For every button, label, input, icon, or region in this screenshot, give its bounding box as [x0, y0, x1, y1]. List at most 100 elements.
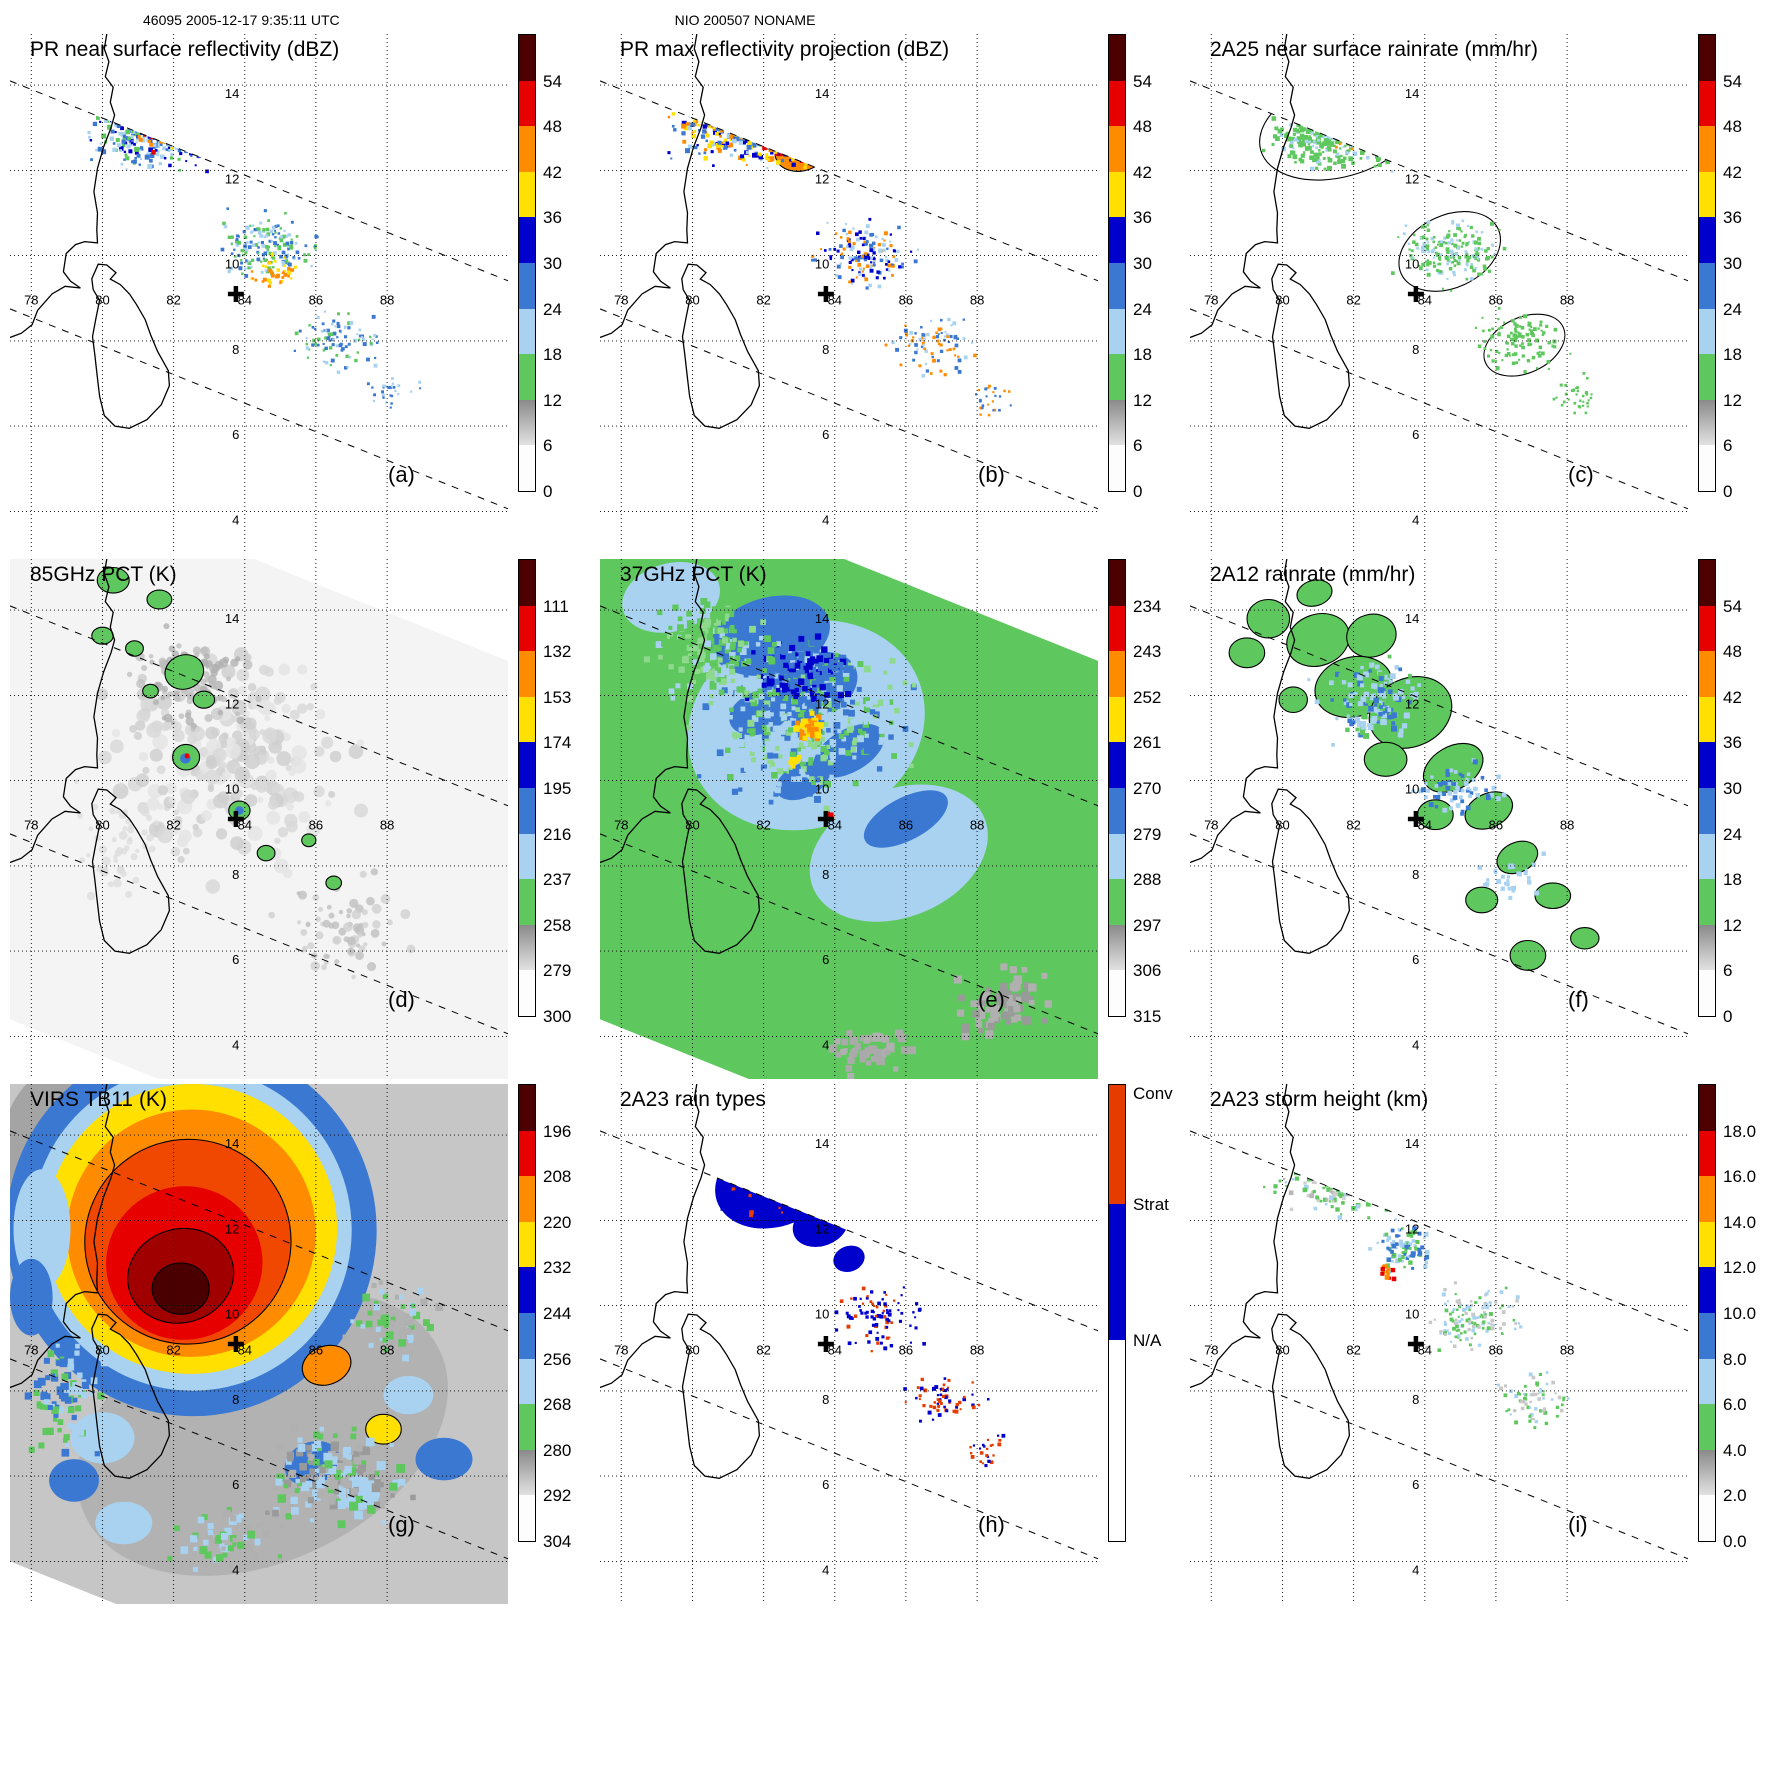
- svg-text:86: 86: [309, 818, 323, 833]
- speckle-layer: [788, 754, 802, 769]
- data-field-layer: [1228, 579, 1600, 971]
- speckle-layer: [1411, 758, 1507, 816]
- colorbar-segment: [1699, 262, 1715, 309]
- coastline-india: [1190, 559, 1296, 864]
- panel-letter-e: (e): [978, 987, 1005, 1012]
- data-field-layer: [10, 559, 508, 1079]
- colorbar-tick: 306: [1133, 961, 1162, 981]
- map-a: 78 80 82 84 86 88 14 12 10 8 6 4 PR near surface re…: [10, 34, 508, 554]
- colorbar-tick: 174: [543, 733, 572, 753]
- colorbar-tick: 2.0: [1723, 1486, 1747, 1506]
- colorbar-segment: [1109, 171, 1125, 218]
- colorbar-tick: 30: [1723, 254, 1742, 273]
- coastline-india: [1190, 1084, 1296, 1389]
- svg-text:8: 8: [822, 867, 829, 882]
- svg-text:84: 84: [828, 818, 842, 833]
- speckle-layer: [24, 1343, 109, 1457]
- panel-d: 78 80 82 84 86 88 14 12 10 8 6 4 85GHz PCT (K) (d) …: [2, 559, 592, 1084]
- colorbar-tick: Conv: [1133, 1084, 1173, 1103]
- speckle-layer: [738, 633, 855, 726]
- data-blob: [49, 1459, 99, 1502]
- colorbar-segment: [1699, 1449, 1715, 1496]
- swath-edge-line: [1190, 308, 1688, 510]
- colorbar-tick: 16.0: [1723, 1167, 1757, 1187]
- colorbar-tick: 261: [1133, 733, 1162, 753]
- speckle-layer: [834, 1286, 926, 1353]
- data-blob: [1363, 741, 1408, 777]
- svg-text:80: 80: [95, 818, 109, 833]
- svg-text:86: 86: [899, 293, 913, 308]
- colorbar-tick: 280: [543, 1440, 572, 1460]
- speckle-layer: [1263, 1137, 1413, 1222]
- colorbar-labels-c: 54 48 42 36 30 24 18 12 6 0: [1723, 34, 1771, 509]
- colorbar-tick: 48: [543, 117, 562, 137]
- data-field-layer: [600, 559, 1098, 1079]
- colorbar-segment: [519, 217, 535, 263]
- speckle-layer: [366, 377, 422, 409]
- colorbar-segment: [1109, 399, 1125, 446]
- svg-text:12: 12: [1405, 696, 1419, 711]
- svg-text:86: 86: [309, 293, 323, 308]
- colorbar-segment: [519, 1404, 535, 1450]
- colorbar-tick: 36: [1723, 733, 1742, 753]
- svg-text:84: 84: [1418, 293, 1432, 308]
- colorbar-tick: 18.0: [1723, 1121, 1757, 1141]
- colorbar-segment: [519, 1130, 535, 1177]
- colorbar-segment: [1699, 879, 1715, 925]
- colorbar-tick: 10.0: [1723, 1304, 1757, 1323]
- map-b: 78 80 82 84 86 88 14 12 10 8 6 4 PR max reflectivit…: [600, 34, 1098, 554]
- swath-edge-line: [10, 308, 508, 510]
- colorbar-segment: [1109, 217, 1125, 263]
- colorbar-segment: [519, 1221, 535, 1268]
- svg-text:82: 82: [756, 818, 770, 833]
- colorbar-segment: [1699, 605, 1715, 652]
- speckle-layer: [1368, 1226, 1430, 1274]
- svg-text:14: 14: [815, 86, 829, 101]
- speckle-layer: [1380, 1264, 1397, 1282]
- data-blob: [365, 1413, 402, 1445]
- panel-title-b: PR max reflectivity projection (dBZ): [620, 38, 950, 61]
- data-blob: [1534, 882, 1572, 910]
- data-blob: [146, 589, 173, 610]
- colorbar-tick: 12: [543, 390, 562, 410]
- colorbar-tick: 279: [543, 961, 572, 981]
- speckle-layer: [293, 310, 379, 374]
- coastline-srilanka: [681, 1313, 761, 1479]
- colorbar-tick: 42: [1133, 162, 1152, 182]
- coastline-srilanka: [91, 1313, 171, 1479]
- colorbar-tick: 243: [1133, 642, 1162, 662]
- svg-text:82: 82: [1346, 818, 1360, 833]
- colorbar-segment: [1699, 1176, 1715, 1222]
- swath-edge-line: [1190, 605, 1688, 807]
- colorbar-segment: [1699, 560, 1715, 606]
- data-blob: [809, 784, 988, 922]
- svg-text:8: 8: [1412, 342, 1419, 357]
- swath-edge-line: [600, 605, 1098, 807]
- swath-edge-line: [10, 1358, 508, 1560]
- panel-letter-h: (h): [978, 1512, 1005, 1537]
- data-blob: [1346, 613, 1397, 658]
- colorbar-tick: 297: [1133, 915, 1162, 935]
- data-blob: [1570, 927, 1600, 950]
- colorbar-segment: [519, 1449, 535, 1496]
- coastline-srilanka: [91, 263, 171, 429]
- speckle-layer: [884, 317, 977, 378]
- colorbar-segment: [519, 924, 535, 971]
- data-blob: [707, 1130, 750, 1157]
- data-blob: [1465, 886, 1499, 914]
- colorbar-tick: 18: [1133, 345, 1152, 365]
- speckle-layer: [793, 710, 824, 742]
- colorbar-segment: [1699, 80, 1715, 127]
- svg-text:10: 10: [225, 257, 239, 272]
- speckle-layer: [643, 598, 781, 706]
- swath-edge-line: [10, 80, 508, 282]
- colorbar-segment: [519, 970, 535, 1016]
- svg-text:4: 4: [232, 512, 239, 527]
- colorbar-tick: 0: [543, 482, 553, 501]
